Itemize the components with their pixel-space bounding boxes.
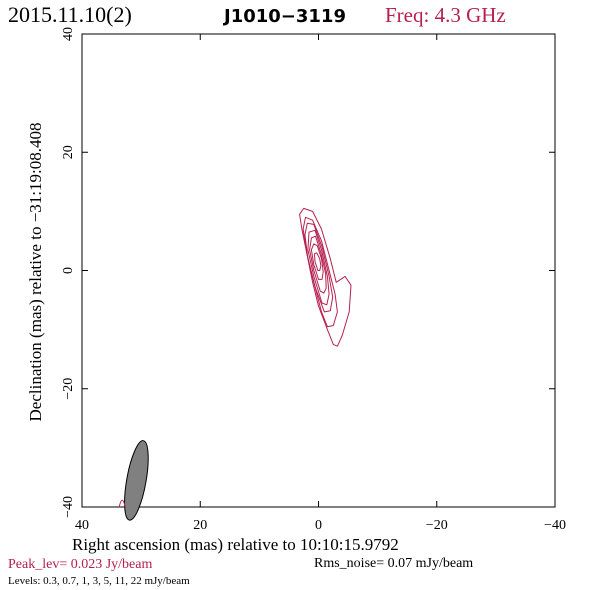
observation-date: 2015.11.10(2) — [8, 2, 132, 27]
x-tick-label-2: 0 — [315, 518, 322, 533]
contour-level-2 — [304, 222, 334, 313]
y-tick-label-3: 20 — [61, 145, 76, 159]
contour-levels: Levels: 0.3, 0.7, 1, 3, 5, 11, 22 mJy/be… — [8, 575, 190, 587]
x-tick-label-4: −40 — [544, 518, 566, 533]
x-tick-label-3: −20 — [426, 518, 448, 533]
x-tick-label-0: 40 — [75, 518, 89, 533]
y-tick-label-1: −20 — [61, 378, 76, 400]
contour-level-6 — [313, 252, 322, 271]
contour-level-4 — [309, 235, 327, 294]
rms-noise: Rms_noise= 0.07 mJy/beam — [314, 556, 473, 571]
x-axis-label: Right ascension (mas) relative to 10:10:… — [72, 535, 399, 554]
beam-ellipse — [124, 440, 149, 521]
y-tick-label-2: 0 — [61, 267, 76, 274]
y-tick-label-4: 40 — [61, 27, 76, 41]
contour-edge-fragment — [118, 499, 126, 508]
plot-area: 40 20 0 −20 −40 −40 −20 0 20 40 — [61, 27, 566, 533]
source-name: J1010−3119 — [222, 6, 346, 27]
y-tick-label-0: −40 — [61, 496, 76, 518]
contour-level-3 — [307, 229, 330, 306]
y-axis-label: Declination (mas) relative to −31:19:08.… — [26, 123, 45, 422]
contour-level-0 — [299, 207, 352, 347]
peak-level: Peak_lev= 0.023 Jy/beam — [8, 557, 152, 572]
frequency-label: Freq: 4.3 GHz — [385, 3, 506, 27]
x-tick-label-1: 20 — [193, 518, 207, 533]
contour-level-5 — [310, 243, 324, 280]
